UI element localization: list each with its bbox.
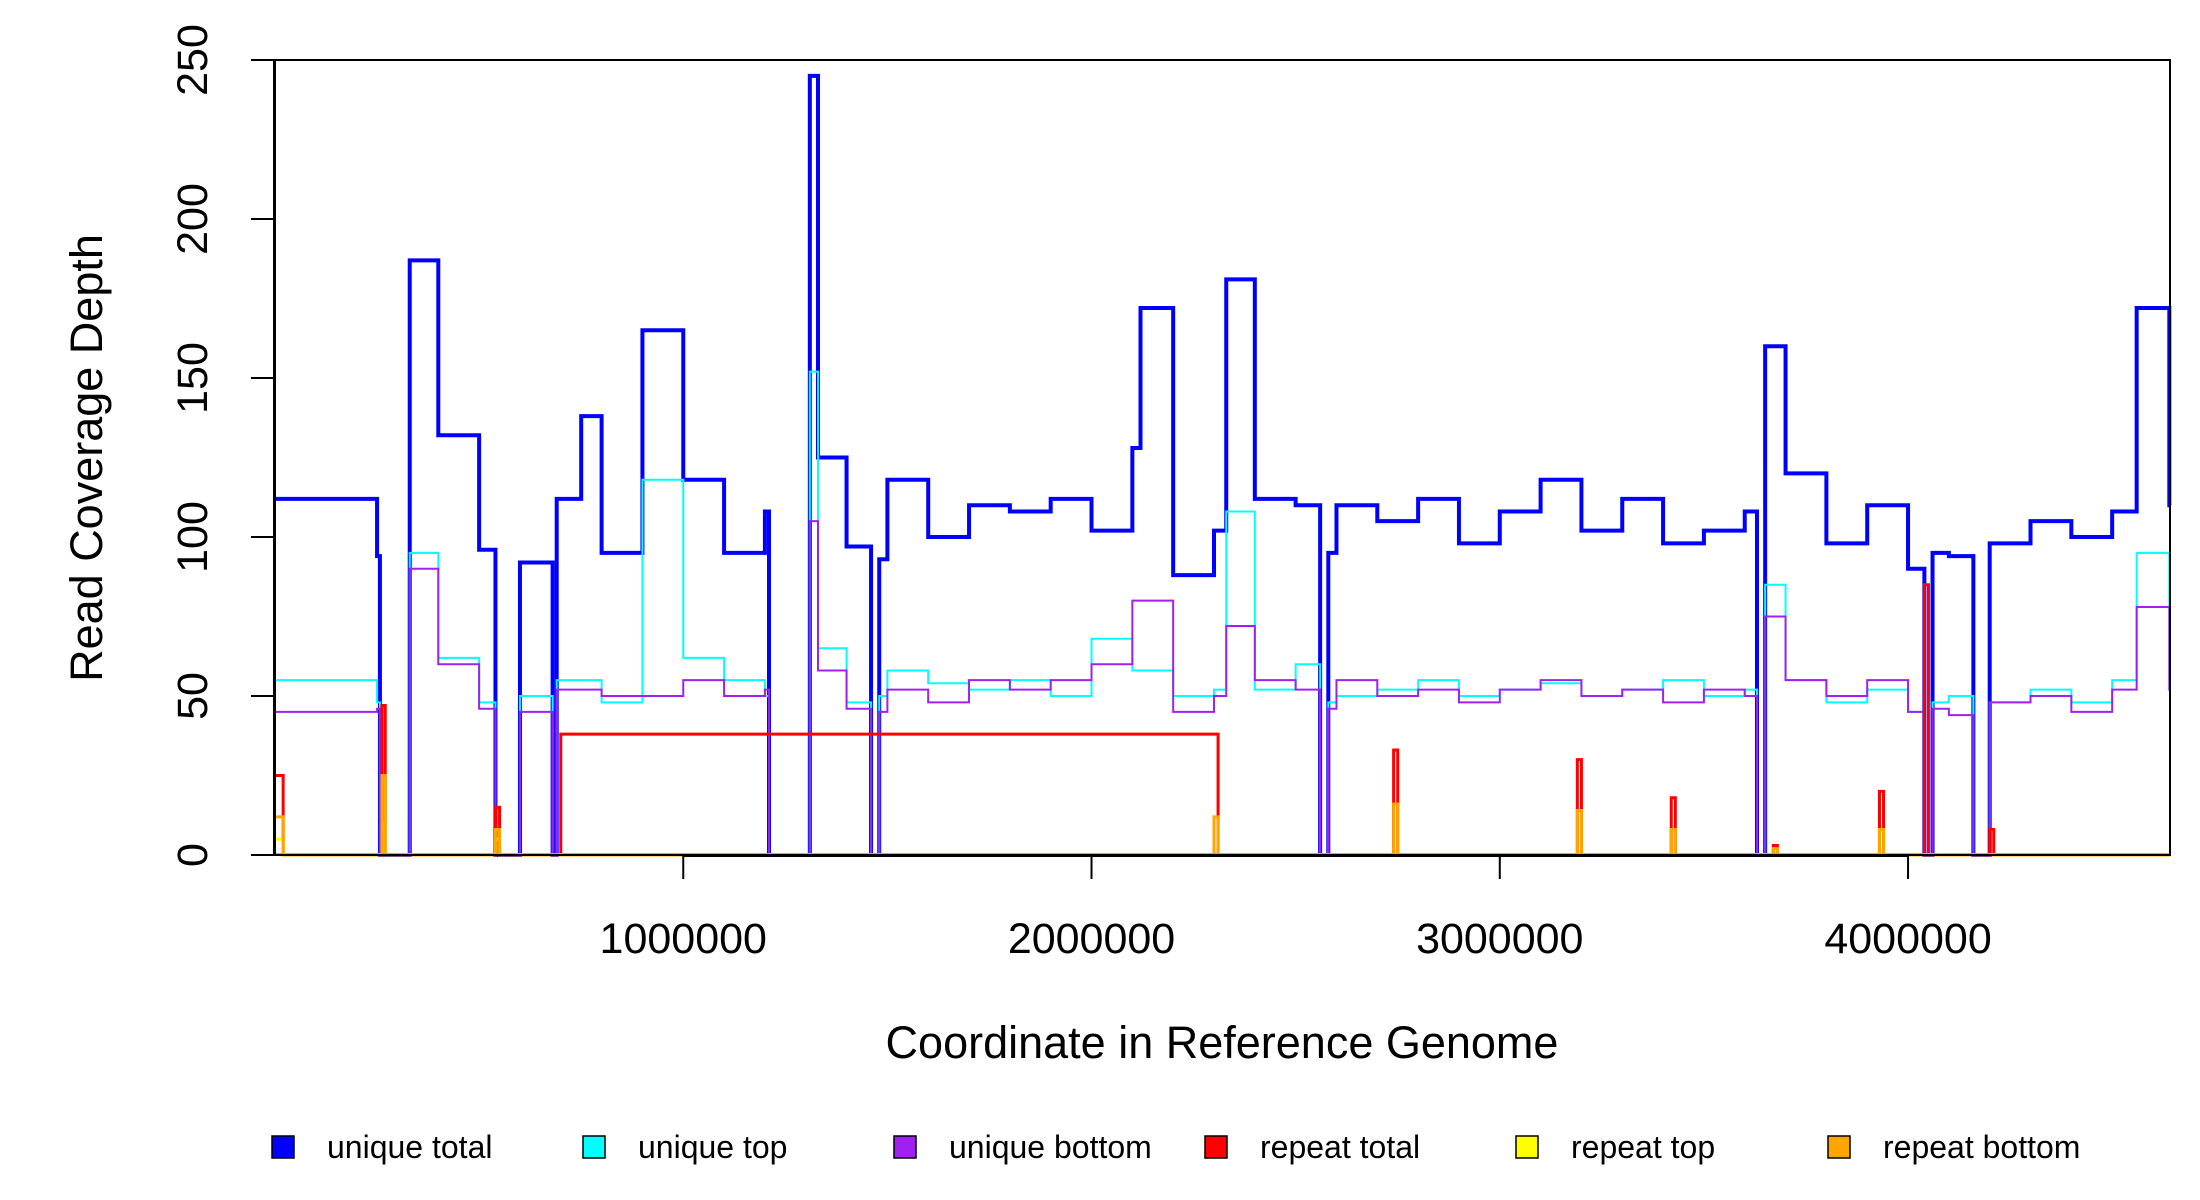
legend-label: repeat top (1571, 1129, 1715, 1165)
legend-item-unique-top: unique top (582, 1129, 787, 1165)
series-line-repeat-top (275, 821, 2170, 857)
series-layer (275, 73, 2172, 857)
y-tick-label: 250 (169, 24, 217, 96)
series-line-repeat-bottom (275, 774, 2170, 857)
series-line-unique-bottom (275, 520, 2171, 856)
legend-item-repeat-total: repeat total (1204, 1129, 1420, 1165)
legend-label: unique bottom (949, 1129, 1152, 1165)
y-tick-label: 100 (169, 501, 217, 573)
x-tick-label: 3000000 (1416, 915, 1583, 963)
x-axis-label: Coordinate in Reference Genome (886, 1017, 1559, 1068)
legend-label: repeat bottom (1883, 1129, 2080, 1165)
legend-swatch (271, 1135, 295, 1159)
y-tick-label: 50 (169, 672, 217, 720)
legend-swatch (1827, 1135, 1851, 1159)
legend-label: repeat total (1260, 1129, 1420, 1165)
x-axis: 1000000 2000000 3000000 4000000 (600, 855, 1992, 963)
legend-item-repeat-bottom: repeat bottom (1827, 1129, 2080, 1165)
y-axis: 0 50 100 150 200 250 (169, 24, 275, 867)
legend-swatch (1515, 1135, 1539, 1159)
series-line-unique-total (275, 73, 2172, 857)
legend-item-unique-total: unique total (271, 1129, 492, 1165)
y-tick-label: 200 (169, 183, 217, 255)
y-axis-label: Read Coverage Depth (61, 234, 112, 682)
legend-item-unique-bottom: unique bottom (893, 1129, 1152, 1165)
y-tick-label: 150 (169, 342, 217, 414)
series-line-repeat-total (275, 583, 2170, 857)
x-tick-label: 4000000 (1824, 915, 1991, 963)
legend-swatch (893, 1135, 917, 1159)
legend-item-repeat-top: repeat top (1515, 1129, 1715, 1165)
y-tick-label: 0 (169, 843, 217, 867)
legend: unique total unique top unique bottom repea… (271, 1129, 2080, 1165)
plot-frame (274, 59, 2171, 856)
legend-swatch (582, 1135, 606, 1159)
series-line-unique-top (275, 370, 2171, 856)
x-tick-label: 1000000 (600, 915, 767, 963)
legend-label: unique total (327, 1129, 492, 1165)
x-tick-label: 2000000 (1008, 915, 1175, 963)
legend-label: unique top (638, 1129, 787, 1165)
legend-swatch (1204, 1135, 1228, 1159)
